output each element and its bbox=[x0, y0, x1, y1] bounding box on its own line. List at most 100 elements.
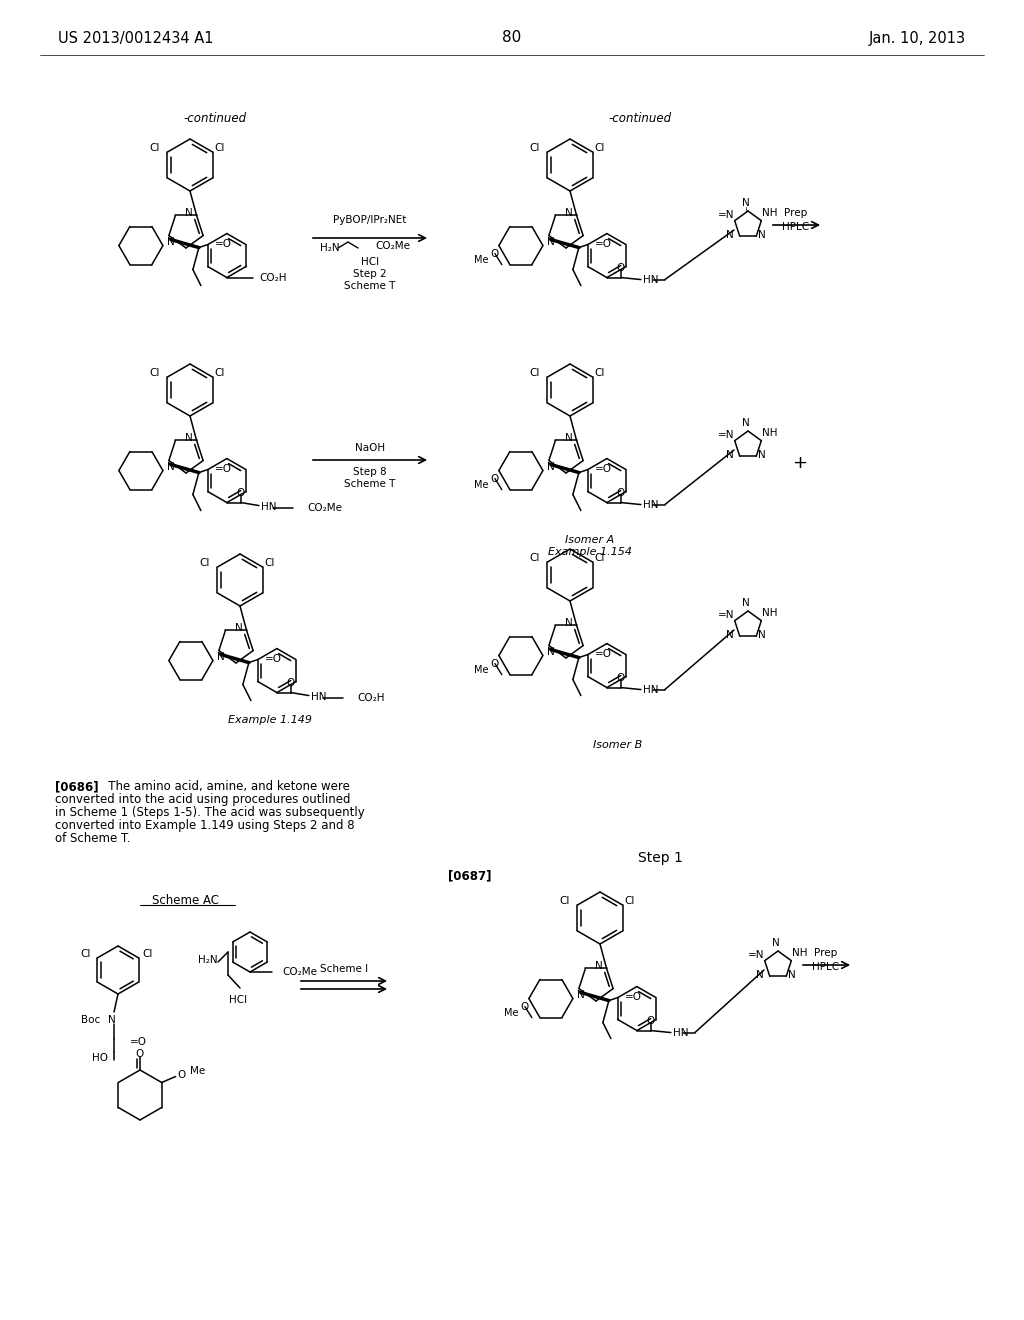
Text: N: N bbox=[726, 630, 734, 640]
Text: N: N bbox=[742, 418, 750, 428]
Text: N: N bbox=[758, 450, 766, 459]
Text: HN: HN bbox=[643, 499, 658, 510]
Text: O: O bbox=[616, 673, 625, 682]
Text: N: N bbox=[726, 450, 734, 459]
Text: NH: NH bbox=[762, 428, 777, 438]
Text: Scheme T: Scheme T bbox=[344, 479, 395, 488]
Text: =N: =N bbox=[718, 610, 734, 620]
Text: US 2013/0012434 A1: US 2013/0012434 A1 bbox=[58, 30, 213, 45]
Text: N: N bbox=[577, 990, 585, 999]
Text: =O: =O bbox=[130, 1038, 147, 1047]
Text: =O: =O bbox=[625, 991, 642, 1002]
Text: N: N bbox=[726, 230, 734, 240]
Text: Me: Me bbox=[474, 255, 488, 264]
Text: H₂N: H₂N bbox=[199, 954, 218, 965]
Text: H₂N: H₂N bbox=[319, 243, 340, 253]
Text: CO₂H: CO₂H bbox=[259, 272, 287, 282]
Text: converted into the acid using procedures outlined: converted into the acid using procedures… bbox=[55, 793, 350, 807]
Text: Jan. 10, 2013: Jan. 10, 2013 bbox=[869, 30, 966, 45]
Text: converted into Example 1.149 using Steps 2 and 8: converted into Example 1.149 using Steps… bbox=[55, 818, 354, 832]
Text: N: N bbox=[184, 209, 193, 218]
Text: N: N bbox=[758, 630, 766, 640]
Text: Cl: Cl bbox=[214, 143, 225, 153]
Text: O: O bbox=[136, 1049, 144, 1059]
Text: Isomer A: Isomer A bbox=[565, 535, 614, 545]
Text: in Scheme 1 (Steps 1-5). The acid was subsequently: in Scheme 1 (Steps 1-5). The acid was su… bbox=[55, 807, 365, 818]
Text: [0687]: [0687] bbox=[449, 870, 492, 883]
Text: N: N bbox=[109, 1015, 116, 1026]
Text: N: N bbox=[184, 433, 193, 444]
Text: =O: =O bbox=[595, 463, 612, 474]
Text: Cl: Cl bbox=[625, 896, 635, 906]
Text: O: O bbox=[647, 1015, 655, 1026]
Text: N: N bbox=[757, 970, 764, 979]
Text: N: N bbox=[565, 209, 572, 218]
Text: HN: HN bbox=[311, 692, 327, 701]
Text: CO₂Me: CO₂Me bbox=[282, 968, 317, 977]
Text: Scheme AC: Scheme AC bbox=[152, 894, 218, 907]
Text: Cl: Cl bbox=[199, 558, 210, 568]
Text: 80: 80 bbox=[503, 30, 521, 45]
Text: =N: =N bbox=[718, 210, 734, 220]
Text: N: N bbox=[565, 619, 572, 628]
Text: N: N bbox=[742, 198, 750, 209]
Text: CO₂H: CO₂H bbox=[357, 693, 384, 702]
Text: N: N bbox=[167, 236, 175, 247]
Text: =O: =O bbox=[215, 463, 232, 474]
Text: =N: =N bbox=[748, 950, 764, 960]
Text: O: O bbox=[616, 487, 625, 498]
Text: O: O bbox=[490, 659, 499, 668]
Text: O: O bbox=[520, 1002, 528, 1011]
Text: Cl: Cl bbox=[150, 368, 160, 378]
Text: Boc: Boc bbox=[81, 1015, 100, 1026]
Text: N: N bbox=[547, 462, 555, 471]
Text: CO₂Me: CO₂Me bbox=[307, 503, 342, 512]
Text: =N: =N bbox=[718, 430, 734, 440]
Text: Me: Me bbox=[505, 1007, 519, 1018]
Text: HCl: HCl bbox=[360, 257, 379, 267]
Text: HCl: HCl bbox=[229, 995, 247, 1005]
Text: PyBOP/IPr₂NEt: PyBOP/IPr₂NEt bbox=[334, 215, 407, 224]
Text: N: N bbox=[788, 970, 796, 979]
Text: Isomer B: Isomer B bbox=[593, 741, 643, 750]
Text: N: N bbox=[595, 961, 602, 972]
Text: O: O bbox=[616, 263, 625, 272]
Text: Me: Me bbox=[474, 479, 488, 490]
Text: of Scheme T.: of Scheme T. bbox=[55, 832, 131, 845]
Text: O: O bbox=[490, 248, 499, 259]
Text: The amino acid, amine, and ketone were: The amino acid, amine, and ketone were bbox=[97, 780, 350, 793]
Text: NH: NH bbox=[792, 948, 808, 958]
Text: O: O bbox=[490, 474, 499, 483]
Text: -continued: -continued bbox=[183, 111, 247, 124]
Text: HO: HO bbox=[92, 1053, 108, 1063]
Text: NH: NH bbox=[762, 609, 777, 618]
Text: Cl: Cl bbox=[529, 143, 540, 153]
Text: N: N bbox=[167, 462, 175, 471]
Text: Cl: Cl bbox=[214, 368, 225, 378]
Text: HPLC: HPLC bbox=[782, 222, 810, 232]
Text: Cl: Cl bbox=[595, 143, 605, 153]
Text: HN: HN bbox=[673, 1027, 688, 1038]
Text: [0686]: [0686] bbox=[55, 780, 98, 793]
Text: N: N bbox=[758, 230, 766, 240]
Text: Step 8: Step 8 bbox=[353, 467, 387, 477]
Text: Prep: Prep bbox=[814, 948, 838, 958]
Text: +: + bbox=[793, 454, 808, 473]
Text: N: N bbox=[217, 652, 224, 661]
Text: N: N bbox=[565, 433, 572, 444]
Text: Cl: Cl bbox=[142, 949, 154, 960]
Text: =O: =O bbox=[265, 653, 283, 664]
Text: -continued: -continued bbox=[608, 111, 672, 124]
Text: HN: HN bbox=[643, 685, 658, 694]
Text: Cl: Cl bbox=[150, 143, 160, 153]
Text: Cl: Cl bbox=[529, 553, 540, 564]
Text: Me: Me bbox=[189, 1065, 205, 1076]
Text: N: N bbox=[547, 647, 555, 656]
Text: =O: =O bbox=[595, 239, 612, 248]
Text: N: N bbox=[234, 623, 243, 634]
Text: =O: =O bbox=[595, 648, 612, 659]
Text: Example 1.154: Example 1.154 bbox=[548, 546, 632, 557]
Text: HN: HN bbox=[261, 502, 276, 512]
Text: N: N bbox=[772, 939, 780, 948]
Text: NaOH: NaOH bbox=[355, 444, 385, 453]
